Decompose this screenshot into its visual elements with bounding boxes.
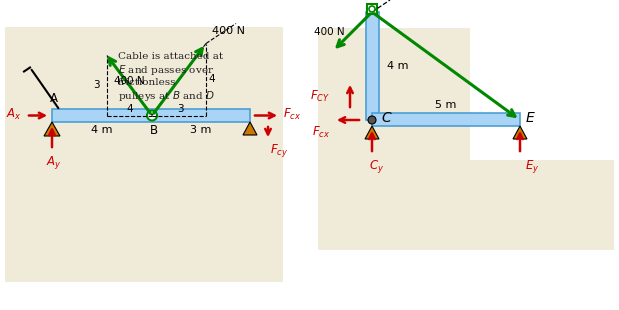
Text: $F_{cx}$: $F_{cx}$ [312,124,330,140]
Text: $C_y$: $C_y$ [370,158,384,175]
Text: $F_{CY}$: $F_{CY}$ [310,88,330,104]
Text: 4 m: 4 m [387,61,409,71]
Text: $A_x$: $A_x$ [6,107,22,122]
Text: 3: 3 [176,104,183,113]
Bar [366,12,379,120]
Polygon shape [365,126,379,139]
Bar [5,27,283,282]
Text: Cable is attached at
$E$ and passes over
frictionless
pulleys at $B$ and $D$: Cable is attached at $E$ and passes over… [118,52,223,104]
Polygon shape [44,122,60,136]
Bar [52,109,250,122]
Text: 4: 4 [127,104,133,113]
Bar [470,25,619,160]
Text: 4: 4 [209,74,215,85]
Circle shape [368,116,376,124]
Bar [318,28,614,250]
Text: $D$: $D$ [380,0,392,2]
Text: B: B [150,124,158,137]
Circle shape [369,6,375,12]
Text: $C$: $C$ [381,111,392,125]
Text: 3 m: 3 m [190,125,212,135]
Polygon shape [243,122,257,135]
Text: 400 N: 400 N [114,76,145,86]
Text: $F_{cy}$: $F_{cy}$ [270,142,288,159]
Bar [367,4,377,14]
Circle shape [147,110,157,121]
Text: 3: 3 [93,81,99,91]
Text: A: A [50,92,58,105]
Text: $F_{cx}$: $F_{cx}$ [283,107,301,122]
Text: $A_y$: $A_y$ [46,154,62,171]
Text: $E$: $E$ [525,111,535,125]
Text: 400 N: 400 N [212,25,245,36]
Text: 4 m: 4 m [91,125,113,135]
Bar [372,113,520,126]
Text: $E_y$: $E_y$ [525,158,539,175]
Polygon shape [513,126,527,139]
Text: 400 N: 400 N [314,27,345,37]
Text: 5 m: 5 m [435,100,457,110]
